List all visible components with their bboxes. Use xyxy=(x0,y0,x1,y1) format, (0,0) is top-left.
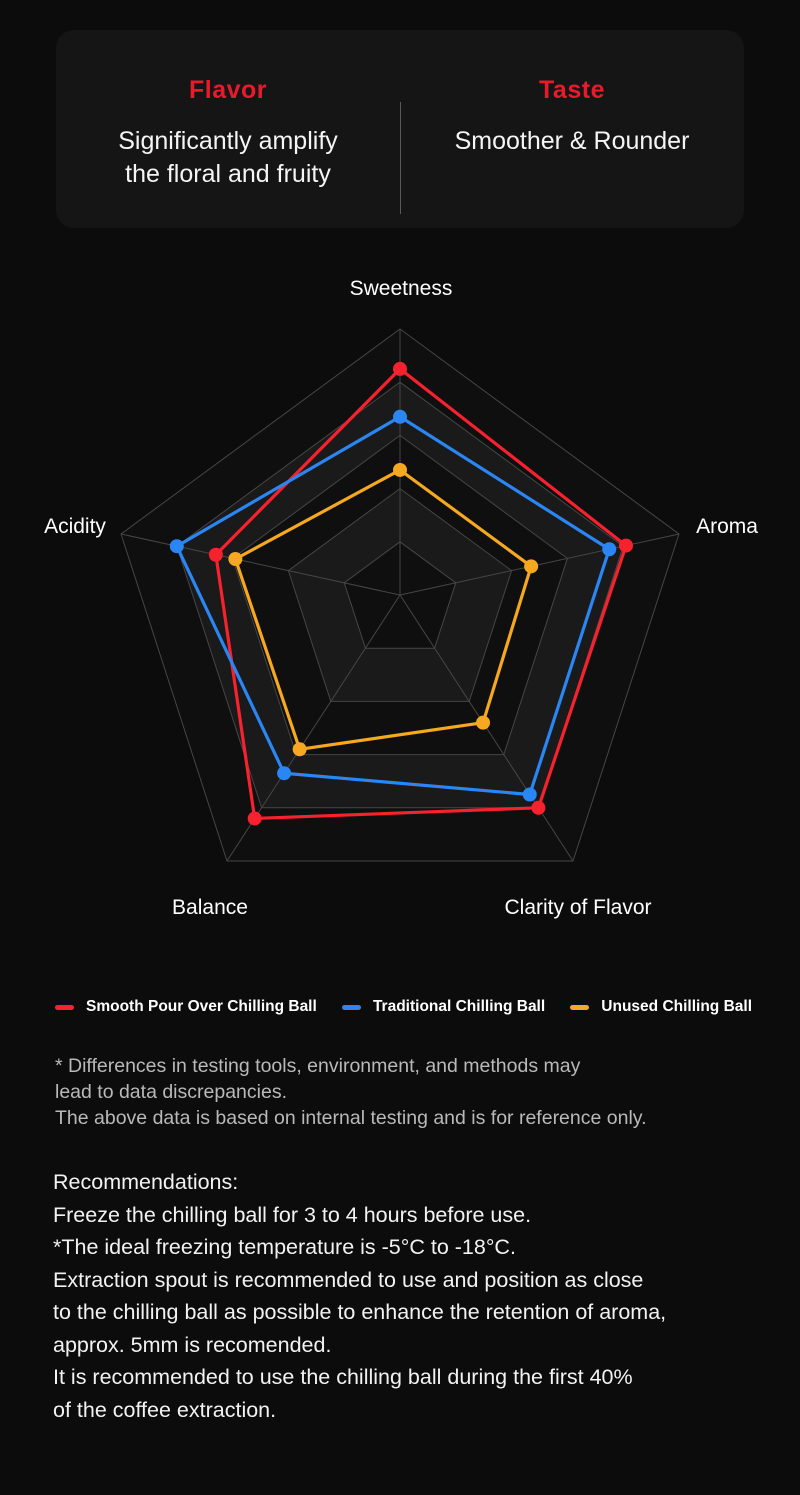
recommendation-line: Freeze the chilling ball for 3 to 4 hour… xyxy=(53,1202,532,1227)
legend-label: Smooth Pour Over Chilling Ball xyxy=(86,998,317,1015)
disclaimer-line: lead to data discrepancies. xyxy=(55,1081,287,1103)
recommendation-line: of the coffee extraction. xyxy=(53,1397,277,1422)
legend-item-traditional: Traditional Chilling Ball xyxy=(341,998,546,1016)
flavor-description: Significantly amplify the floral and frui… xyxy=(118,125,338,191)
legend-swatch-blue-icon xyxy=(341,1004,361,1010)
axis-label-clarity-of-flavor: Clarity of Flavor xyxy=(504,896,652,919)
recommendation-line: Extraction spout is recommended to use a… xyxy=(53,1267,644,1292)
recommendation-line: to the chilling ball as possible to enha… xyxy=(53,1300,667,1324)
flavor-description-line2: the floral and fruity xyxy=(125,160,331,188)
flavor-title: Flavor xyxy=(188,76,268,104)
recommendation-line: approx. 5mm is recomended. xyxy=(53,1332,332,1357)
recommendations-title: Recommendations: xyxy=(53,1170,239,1194)
legend-item-smooth-pour-over: Smooth Pour Over Chilling Ball xyxy=(55,998,317,1016)
axis-label-acidity: Acidity xyxy=(44,515,106,538)
recommendations-block: Recommendations: Freeze the chilling bal… xyxy=(53,1166,763,1426)
flavor-description-line1: Significantly amplify xyxy=(118,127,338,155)
taste-column: Taste Smoother & Rounder xyxy=(400,30,744,228)
legend-item-unused: Unused Chilling Ball xyxy=(570,998,752,1016)
axis-label-balance: Balance xyxy=(172,896,248,919)
taste-description-line1: Smoother & Rounder xyxy=(454,127,690,155)
taste-title: Taste xyxy=(539,76,605,104)
axis-label-sweetness: Sweetness xyxy=(349,277,453,300)
disclaimer-line: * Differences in testing tools, environm… xyxy=(55,1055,581,1077)
legend-swatch-orange-icon xyxy=(570,1004,590,1010)
recommendation-line: It is recommended to use the chilling ba… xyxy=(53,1365,633,1389)
chart-legend: Smooth Pour Over Chilling Ball Tradition… xyxy=(55,996,752,1018)
legend-swatch-red-icon xyxy=(55,1004,74,1010)
recommendation-line: *The ideal freezing temperature is -5°C … xyxy=(53,1235,516,1259)
disclaimer-line: The above data is based on internal test… xyxy=(55,1107,647,1129)
axis-label-aroma: Aroma xyxy=(696,515,758,538)
disclaimer-text: * Differences in testing tools, environm… xyxy=(55,1053,745,1131)
taste-description: Smoother & Rounder xyxy=(455,125,690,158)
radar-chart xyxy=(120,328,680,862)
flavor-taste-card: Flavor Significantly amplify the floral a… xyxy=(56,30,744,228)
legend-label: Traditional Chilling Ball xyxy=(372,998,546,1015)
card-divider xyxy=(400,102,401,214)
flavor-column: Flavor Significantly amplify the floral a… xyxy=(56,30,400,228)
legend-label: Unused Chilling Ball xyxy=(601,998,752,1015)
